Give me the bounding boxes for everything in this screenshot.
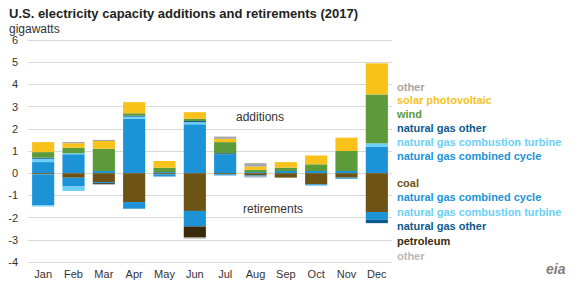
svg-text:natural gas combustion turbine: natural gas combustion turbine [397, 206, 561, 218]
svg-text:eia: eia [546, 261, 566, 277]
svg-text:retirements: retirements [243, 202, 303, 216]
svg-text:-4: -4 [8, 256, 18, 268]
svg-text:petroleum: petroleum [397, 235, 450, 247]
svg-text:solar photovoltaic: solar photovoltaic [397, 94, 492, 106]
svg-text:1: 1 [12, 145, 18, 157]
svg-text:-3: -3 [8, 234, 18, 246]
svg-text:May: May [154, 268, 175, 280]
svg-text:natural gas combined cycle: natural gas combined cycle [397, 191, 541, 203]
svg-text:natural gas other: natural gas other [397, 220, 487, 232]
svg-text:Jul: Jul [218, 268, 232, 280]
svg-text:natural gas combustion turbine: natural gas combustion turbine [397, 136, 561, 148]
svg-text:Feb: Feb [64, 268, 83, 280]
svg-text:coal: coal [397, 177, 419, 189]
svg-text:wind: wind [396, 108, 422, 120]
svg-text:Sep: Sep [276, 268, 296, 280]
svg-text:Dec: Dec [367, 268, 387, 280]
svg-text:natural gas other: natural gas other [397, 122, 487, 134]
svg-text:Jun: Jun [186, 268, 204, 280]
svg-text:3: 3 [12, 101, 18, 113]
svg-text:4: 4 [12, 78, 18, 90]
svg-text:Oct: Oct [308, 268, 325, 280]
svg-text:5: 5 [12, 56, 18, 68]
svg-text:additions: additions [236, 110, 284, 124]
svg-text:-2: -2 [8, 212, 18, 224]
svg-text:Nov: Nov [337, 268, 357, 280]
svg-text:Apr: Apr [126, 268, 143, 280]
svg-text:natural gas combined cycle: natural gas combined cycle [397, 150, 541, 162]
svg-text:Aug: Aug [246, 268, 266, 280]
svg-text:6: 6 [11, 34, 18, 46]
svg-text:other: other [397, 250, 425, 262]
svg-text:Jan: Jan [34, 268, 52, 280]
svg-text:-1: -1 [8, 189, 18, 201]
svg-text:2: 2 [12, 123, 18, 135]
svg-text:Mar: Mar [94, 268, 113, 280]
svg-text:0: 0 [12, 167, 18, 179]
svg-text:U.S. electricity capacity addi: U.S. electricity capacity additions and … [9, 6, 358, 21]
svg-text:gigawatts: gigawatts [9, 22, 60, 36]
svg-text:other: other [397, 81, 425, 93]
